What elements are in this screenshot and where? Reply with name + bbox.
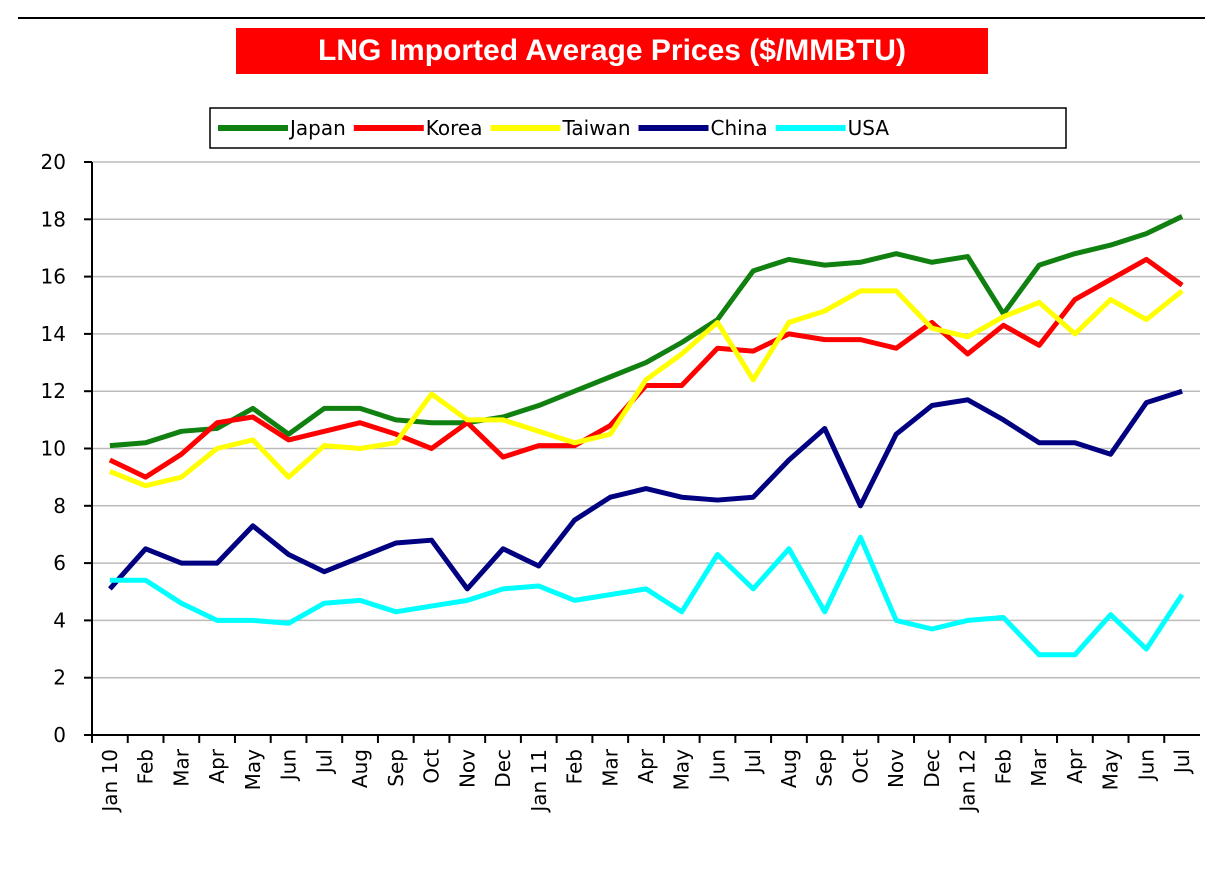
x-tick-label: Jun: [1134, 749, 1158, 782]
legend-label: USA: [848, 116, 890, 140]
x-tick-label: Aug: [348, 749, 372, 788]
chart-title: LNG Imported Average Prices ($/MMBTU): [318, 34, 906, 67]
x-tick-label: Jan 11: [527, 749, 551, 814]
y-tick-label: 2: [53, 666, 66, 690]
y-tick-label: 12: [41, 379, 66, 403]
x-tick-label: Mar: [169, 748, 193, 787]
x-tick-label: Jan 12: [956, 749, 980, 814]
x-tick-label: Nov: [884, 749, 908, 788]
x-tick-label: Jul: [312, 749, 336, 775]
title-background: [236, 28, 988, 74]
y-tick-label: 0: [53, 723, 66, 747]
y-tick-label: 16: [41, 265, 66, 289]
y-tick-label: 18: [41, 207, 66, 231]
x-tick-label: Jan 10: [98, 749, 122, 814]
legend-box: [209, 107, 1067, 149]
x-tick-label: Apr: [205, 748, 229, 783]
x-tick-label: Sep: [813, 749, 837, 787]
x-tick-label: Nov: [455, 749, 479, 788]
x-tick-label: Oct: [848, 749, 872, 784]
y-tick-label: 10: [41, 437, 66, 461]
x-tick-label: May: [1099, 749, 1123, 791]
line-series: [109, 214, 1184, 449]
y-tick-label: 8: [53, 494, 66, 518]
line-series: [109, 534, 1185, 658]
line-series: [108, 388, 1183, 592]
y-tick-label: 6: [53, 551, 66, 575]
x-tick-label: Jun: [705, 749, 729, 782]
x-tick-label: Feb: [563, 749, 587, 784]
x-tick-label: Aug: [777, 749, 801, 788]
y-tick-label: 20: [41, 150, 66, 174]
x-tick-label: Feb: [134, 749, 158, 784]
x-tick-label: May: [241, 749, 265, 791]
x-tick-label: Apr: [634, 748, 658, 783]
y-tick-label: 14: [41, 322, 66, 346]
x-tick-label: Jul: [1170, 749, 1194, 775]
x-tick-label: Dec: [491, 749, 515, 788]
x-tick-label: Sep: [384, 749, 408, 787]
legend-label: China: [711, 116, 768, 140]
legend-label: Japan: [288, 116, 346, 140]
legend-label: Korea: [426, 116, 483, 140]
line-series: [108, 288, 1184, 489]
legend-label: Taiwan: [561, 116, 630, 140]
x-tick-label: Dec: [920, 749, 944, 788]
line-series: [108, 256, 1184, 480]
x-tick-label: Jul: [741, 749, 765, 775]
x-tick-label: Apr: [1063, 748, 1087, 783]
x-tick-label: Mar: [1027, 748, 1051, 787]
y-tick-label: 4: [53, 608, 66, 632]
x-tick-label: Jun: [277, 749, 301, 782]
x-tick-label: Feb: [991, 749, 1015, 784]
x-tick-label: Oct: [420, 749, 444, 784]
x-tick-label: Mar: [598, 748, 622, 787]
x-tick-label: May: [670, 749, 694, 791]
